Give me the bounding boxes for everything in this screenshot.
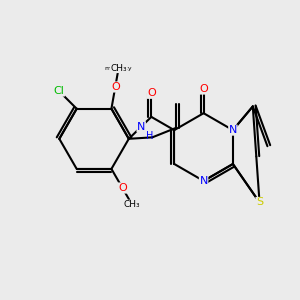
Text: O: O — [111, 82, 120, 92]
Text: N: N — [137, 122, 146, 132]
Text: CH₃: CH₃ — [124, 200, 140, 209]
Text: N: N — [200, 176, 208, 186]
Text: methoxy: methoxy — [105, 66, 132, 70]
Text: O: O — [118, 183, 127, 193]
Text: S: S — [256, 197, 263, 207]
Text: CH₃: CH₃ — [110, 64, 127, 73]
Text: Cl: Cl — [53, 86, 64, 96]
Text: O: O — [199, 84, 208, 94]
Text: H: H — [146, 131, 154, 141]
Text: N: N — [229, 125, 237, 135]
Text: O: O — [147, 88, 156, 98]
